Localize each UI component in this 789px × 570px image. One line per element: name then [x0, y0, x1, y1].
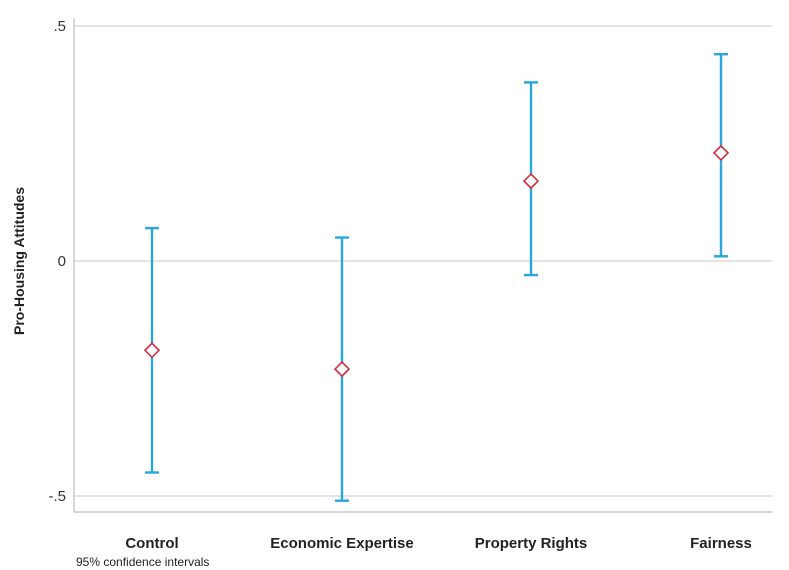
estimate-marker	[143, 342, 161, 359]
category-label: Property Rights	[475, 535, 588, 552]
estimate-marker	[522, 172, 540, 190]
y-tick-label: -.5	[48, 488, 66, 505]
error-bars	[145, 53, 728, 502]
estimate-marker	[712, 144, 730, 162]
category-label: Economic Expertise	[270, 535, 413, 552]
y-tick-labels: .5 0 -.5	[48, 18, 66, 505]
y-tick-label: 0	[58, 253, 66, 270]
estimate-markers	[143, 144, 730, 378]
category-labels: Control Economic Expertise Property Rights…	[125, 535, 752, 552]
category-label: Fairness	[690, 535, 752, 552]
y-gridlines	[74, 25, 772, 497]
y-tick-label: .5	[53, 18, 66, 35]
confidence-note: 95% confidence intervals	[76, 555, 209, 569]
y-axis-title: Pro-Housing Attitudes	[11, 187, 27, 335]
estimate-marker	[333, 360, 351, 378]
category-label: Control	[125, 535, 178, 552]
